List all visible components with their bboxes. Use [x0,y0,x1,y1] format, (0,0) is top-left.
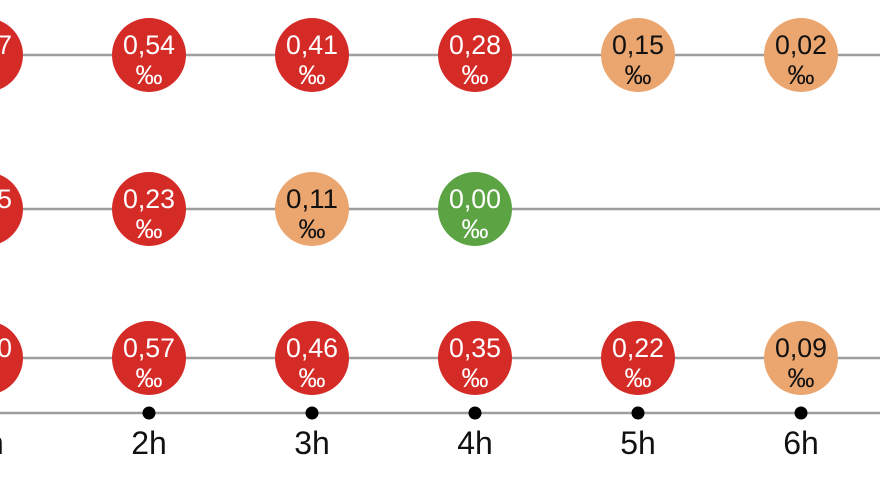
data-bubble [275,18,349,92]
data-label: 0,54 [123,30,175,60]
data-point: 0,35‰ [438,321,512,395]
data-label: 0,35 [0,184,12,214]
tick-marker [305,406,319,420]
data-point: 0,35‰ [0,174,23,244]
data-bubble [112,172,186,246]
unit-label: ‰ [136,60,163,90]
data-label: 0,57 [123,333,175,363]
unit-label: ‰ [625,60,652,90]
series-row-2: 0,35‰0,23‰0,11‰0,00‰ [0,172,880,246]
data-point: 0,02‰ [764,18,838,92]
tick-marker [142,406,156,420]
tick-marker [794,406,808,420]
tick-marker [468,406,482,420]
series-row-1: 0,67‰0,54‰0,41‰0,28‰0,15‰0,02‰ [0,18,880,92]
data-point: 0,22‰ [601,321,675,395]
data-bubble [112,321,186,395]
data-point: 0,67‰ [0,20,23,90]
data-bubble [275,321,349,395]
tick-label: 5h [620,425,656,461]
data-point: 0,54‰ [112,18,186,92]
series-row-3: 0,70‰0,57‰0,46‰0,35‰0,22‰0,09‰ [0,321,880,395]
data-bubble [275,172,349,246]
data-label: 0,41 [286,30,338,60]
unit-label: ‰ [136,214,163,244]
tick-label: 4h [457,425,493,461]
unit-label: ‰ [462,214,489,244]
x-axis: 1h 2h 3h 4h 5h 6h [0,406,880,461]
data-label: 0,02 [775,30,827,60]
tick-marker [631,406,645,420]
unit-label: ‰ [299,60,326,90]
data-label: 0,22 [612,333,664,363]
unit-label: ‰ [299,363,326,393]
data-label: 0,70 [0,333,12,363]
unit-label: ‰ [625,363,652,393]
data-bubble [764,18,838,92]
unit-label: ‰ [136,363,163,393]
data-label: 0,09 [775,333,827,363]
data-point: 0,46‰ [275,321,349,395]
data-bubble [112,18,186,92]
tick-label: 6h [783,425,819,461]
data-point: 0,09‰ [764,321,838,395]
data-bubble [0,174,23,244]
data-point: 0,57‰ [112,321,186,395]
tick-label: 2h [131,425,167,461]
data-label: 0,67 [0,30,12,60]
data-bubble [601,321,675,395]
data-label: 0,00 [449,184,501,214]
tick-label: 3h [294,425,330,461]
data-label: 0,35 [449,333,501,363]
unit-label: ‰ [299,214,326,244]
data-point: 0,00‰ [438,172,512,246]
data-point: 0,15‰ [601,18,675,92]
data-bubble [438,321,512,395]
data-bubble [601,18,675,92]
unit-label: ‰ [788,60,815,90]
data-label: 0,23 [123,184,175,214]
data-bubble [764,321,838,395]
data-point: 0,23‰ [112,172,186,246]
data-bubble [0,20,23,90]
data-label: 0,15 [612,30,664,60]
data-point: 0,41‰ [275,18,349,92]
data-point: 0,28‰ [438,18,512,92]
unit-label: ‰ [462,60,489,90]
data-label: 0,46 [286,333,338,363]
data-label: 0,11 [286,184,338,214]
tick-label: 1h [0,425,4,461]
data-bubble [0,323,23,393]
data-point: 0,11‰ [275,172,349,246]
data-bubble [438,18,512,92]
data-bubble [438,172,512,246]
data-point: 0,70‰ [0,323,23,393]
data-label: 0,28 [449,30,501,60]
unit-label: ‰ [788,363,815,393]
unit-label: ‰ [462,363,489,393]
